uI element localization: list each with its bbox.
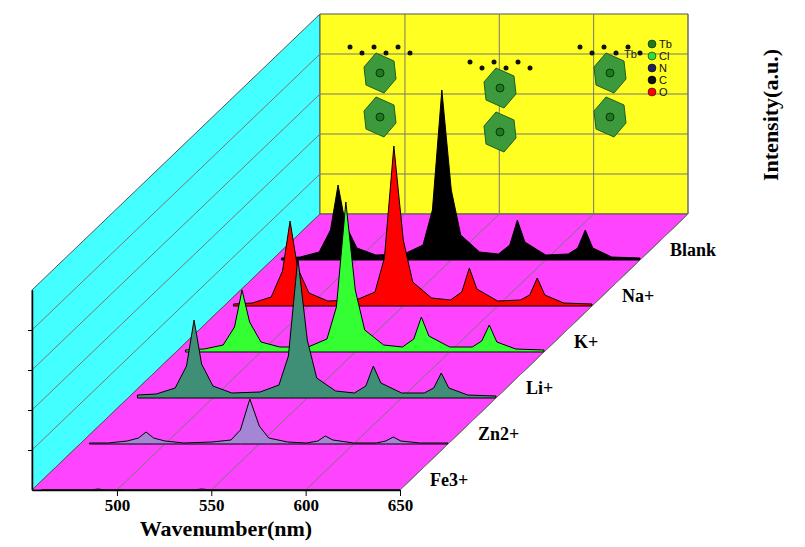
y-tick [28, 330, 32, 331]
x-axis-line [33, 490, 401, 492]
legend-swatch [648, 64, 656, 72]
x-axis: 500 550 600 650 [33, 490, 414, 515]
atom [606, 113, 614, 121]
atom [496, 128, 504, 136]
series-group [41, 90, 640, 490]
series-label: Zn2+ [478, 424, 519, 444]
polyhedron [364, 97, 396, 137]
series-label: K+ [574, 332, 598, 352]
atom [606, 69, 614, 77]
polyhedron [594, 53, 626, 93]
tick-mark [28, 370, 32, 371]
atom [376, 69, 384, 77]
legend-swatch [648, 76, 656, 84]
atom [516, 60, 521, 65]
grid-line [688, 14, 689, 214]
atom [578, 45, 583, 50]
grid-line [32, 94, 320, 370]
annotation: Tb [624, 48, 637, 60]
legend-swatch [648, 40, 656, 48]
atom [360, 51, 365, 56]
x-tick: 600 [293, 490, 319, 515]
tick-label: 650 [388, 496, 414, 515]
y-tick [28, 370, 32, 371]
polyhedron [364, 53, 396, 93]
series-labels: Blank Na+ K+ Li+ Zn2+ Fe3+ [430, 240, 716, 490]
x-tick: 550 [199, 490, 225, 515]
atom [492, 60, 497, 65]
grid-line [320, 174, 688, 175]
legend-swatch [648, 88, 656, 96]
tick-mark [28, 330, 32, 331]
grid-line [32, 174, 320, 450]
atom [384, 51, 389, 56]
tick-label: 550 [199, 496, 225, 515]
atom [480, 66, 485, 71]
series-label: Blank [670, 240, 716, 260]
y-axis-line [32, 291, 34, 491]
atom [408, 51, 413, 56]
grid [32, 14, 688, 490]
x-tick: 500 [105, 490, 131, 515]
tick-mark [28, 450, 32, 451]
spectrum [89, 399, 448, 444]
tick-label: 600 [293, 496, 319, 515]
series-label: Fe3+ [430, 470, 468, 490]
y-tick [28, 410, 32, 411]
atom [590, 51, 595, 56]
atom [504, 66, 509, 71]
back-wall [320, 14, 688, 214]
atom [602, 45, 607, 50]
y-axis [28, 291, 33, 491]
inset-structure: Tb [348, 45, 643, 153]
spectrum [281, 90, 640, 260]
atom [638, 51, 643, 56]
atom [468, 60, 473, 65]
spectrum [233, 146, 592, 306]
atom [496, 84, 504, 92]
spectrum [185, 202, 544, 352]
grid-line [404, 14, 405, 214]
series-label: Na+ [622, 286, 654, 306]
chart: TbBlankNa+K+Li+Zn2+Fe3+500550600650TbClN… [0, 0, 805, 547]
legend-label: Tb [659, 38, 672, 50]
atom [376, 113, 384, 121]
grid-line [32, 134, 320, 410]
walls [32, 14, 688, 490]
legend-label: Cl [659, 50, 669, 62]
legend-label: O [659, 86, 668, 98]
atom [372, 45, 377, 50]
polyhedron [484, 68, 516, 108]
atom [528, 66, 533, 71]
atom [614, 51, 619, 56]
atom [348, 45, 353, 50]
series-label: Li+ [526, 378, 553, 398]
y-axis-title: Intensity(a.u.) [758, 49, 783, 181]
inset-legend: TbClNCO [648, 38, 672, 98]
tick-label: 500 [105, 496, 131, 515]
tick-mark [28, 410, 32, 411]
polyhedron [484, 112, 516, 152]
legend-label: C [659, 74, 667, 86]
polyhedron [594, 97, 626, 137]
legend-label: N [659, 62, 667, 74]
spectrum [137, 258, 496, 398]
y-tick [28, 450, 32, 451]
x-axis-title: Wavenumber(nm) [140, 516, 312, 541]
legend-swatch [648, 52, 656, 60]
x-tick: 650 [388, 490, 414, 515]
atom [396, 45, 401, 50]
